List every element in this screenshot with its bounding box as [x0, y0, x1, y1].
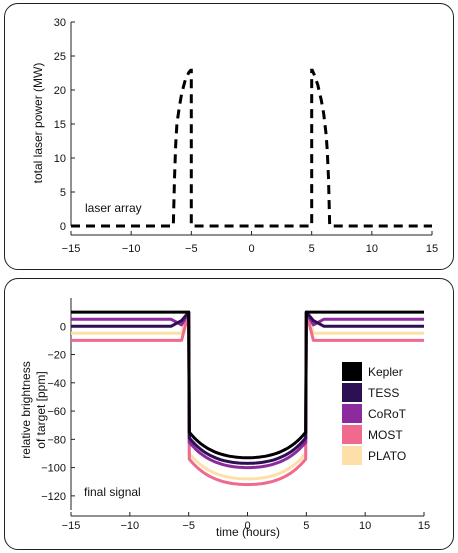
top-annotation: laser array: [85, 201, 142, 215]
legend-label-tess: TESS: [368, 386, 399, 400]
top-y-tick-label: 0: [60, 221, 66, 233]
top-y-tick-label: 20: [54, 85, 66, 97]
top-y-tick-label: 25: [54, 51, 66, 63]
top-x-tick-label: 10: [366, 243, 378, 255]
bottom-x-ticks: −15 −10 −5 0 5 10 15: [62, 512, 430, 532]
bottom-y-tick-label: −40: [47, 378, 66, 390]
bottom-x-tick-label: −15: [62, 520, 81, 532]
top-x-tick-label: 0: [248, 243, 254, 255]
laser-power-line: [71, 68, 432, 228]
bottom-annotation: final signal: [84, 485, 141, 499]
top-y-axis-label: total laser power (MW): [31, 63, 45, 184]
bottom-y-tick-label: −80: [47, 434, 66, 446]
top-x-tick-label: 5: [309, 243, 315, 255]
legend-label-most: MOST: [368, 428, 403, 442]
top-x-tick-label: −15: [62, 243, 81, 255]
legend-swatch-tess: [342, 383, 362, 402]
bottom-x-tick-label: 10: [359, 520, 371, 532]
signal-line-plato: [71, 310, 424, 481]
final-signal-panel: [4, 278, 454, 550]
top-y-ticks: 0 5 10 15 20 25 30: [54, 17, 75, 233]
legend-swatch-corot: [342, 404, 362, 423]
signal-line-most: [71, 310, 424, 487]
top-x-tick-label: 15: [426, 243, 438, 255]
top-y-tick-label: 15: [54, 119, 66, 131]
top-x-tick-label: −5: [185, 243, 198, 255]
top-series-group: [71, 68, 432, 228]
legend-swatch-plato: [342, 446, 362, 465]
top-x-ticks: −15 −10 −5 0 5 10 15: [62, 231, 438, 255]
bottom-x-tick-label: 0: [244, 520, 250, 532]
bottom-y-tick-label: −100: [41, 463, 66, 475]
bottom-series-group: [71, 310, 424, 487]
legend: Kepler TESS CoRoT MOST PLATO: [342, 362, 407, 465]
bottom-y-tick-label: 0: [60, 321, 66, 333]
signal-line-tess: [71, 310, 424, 465]
bottom-y-axis-label-line2: of target [ppm]: [34, 371, 48, 448]
bottom-x-tick-label: −10: [120, 520, 139, 532]
bottom-x-tick-label: 5: [303, 520, 309, 532]
bottom-y-axis-label-line1: relative brightness: [19, 361, 33, 458]
signal-line-kepler: [71, 310, 424, 460]
bottom-x-tick-label: 15: [418, 520, 430, 532]
legend-swatch-most: [342, 425, 362, 444]
bottom-y-ticks: 0 −20 −40 −60 −80 −100 −120: [41, 321, 75, 503]
top-y-tick-label: 10: [54, 153, 66, 165]
bottom-y-tick-label: −60: [47, 406, 66, 418]
top-x-tick-label: −10: [122, 243, 141, 255]
signal-line-corot: [71, 310, 424, 470]
legend-label-plato: PLATO: [368, 449, 406, 463]
legend-label-corot: CoRoT: [368, 407, 407, 421]
bottom-x-axis-label: time (hours): [216, 525, 280, 539]
bottom-y-tick-label: −20: [47, 350, 66, 362]
bottom-y-tick-label: −120: [41, 491, 66, 503]
bottom-x-tick-label: −5: [182, 520, 195, 532]
top-y-tick-label: 5: [60, 187, 66, 199]
legend-label-kepler: Kepler: [368, 365, 403, 379]
top-y-tick-label: 30: [54, 17, 66, 29]
legend-swatch-kepler: [342, 362, 362, 381]
